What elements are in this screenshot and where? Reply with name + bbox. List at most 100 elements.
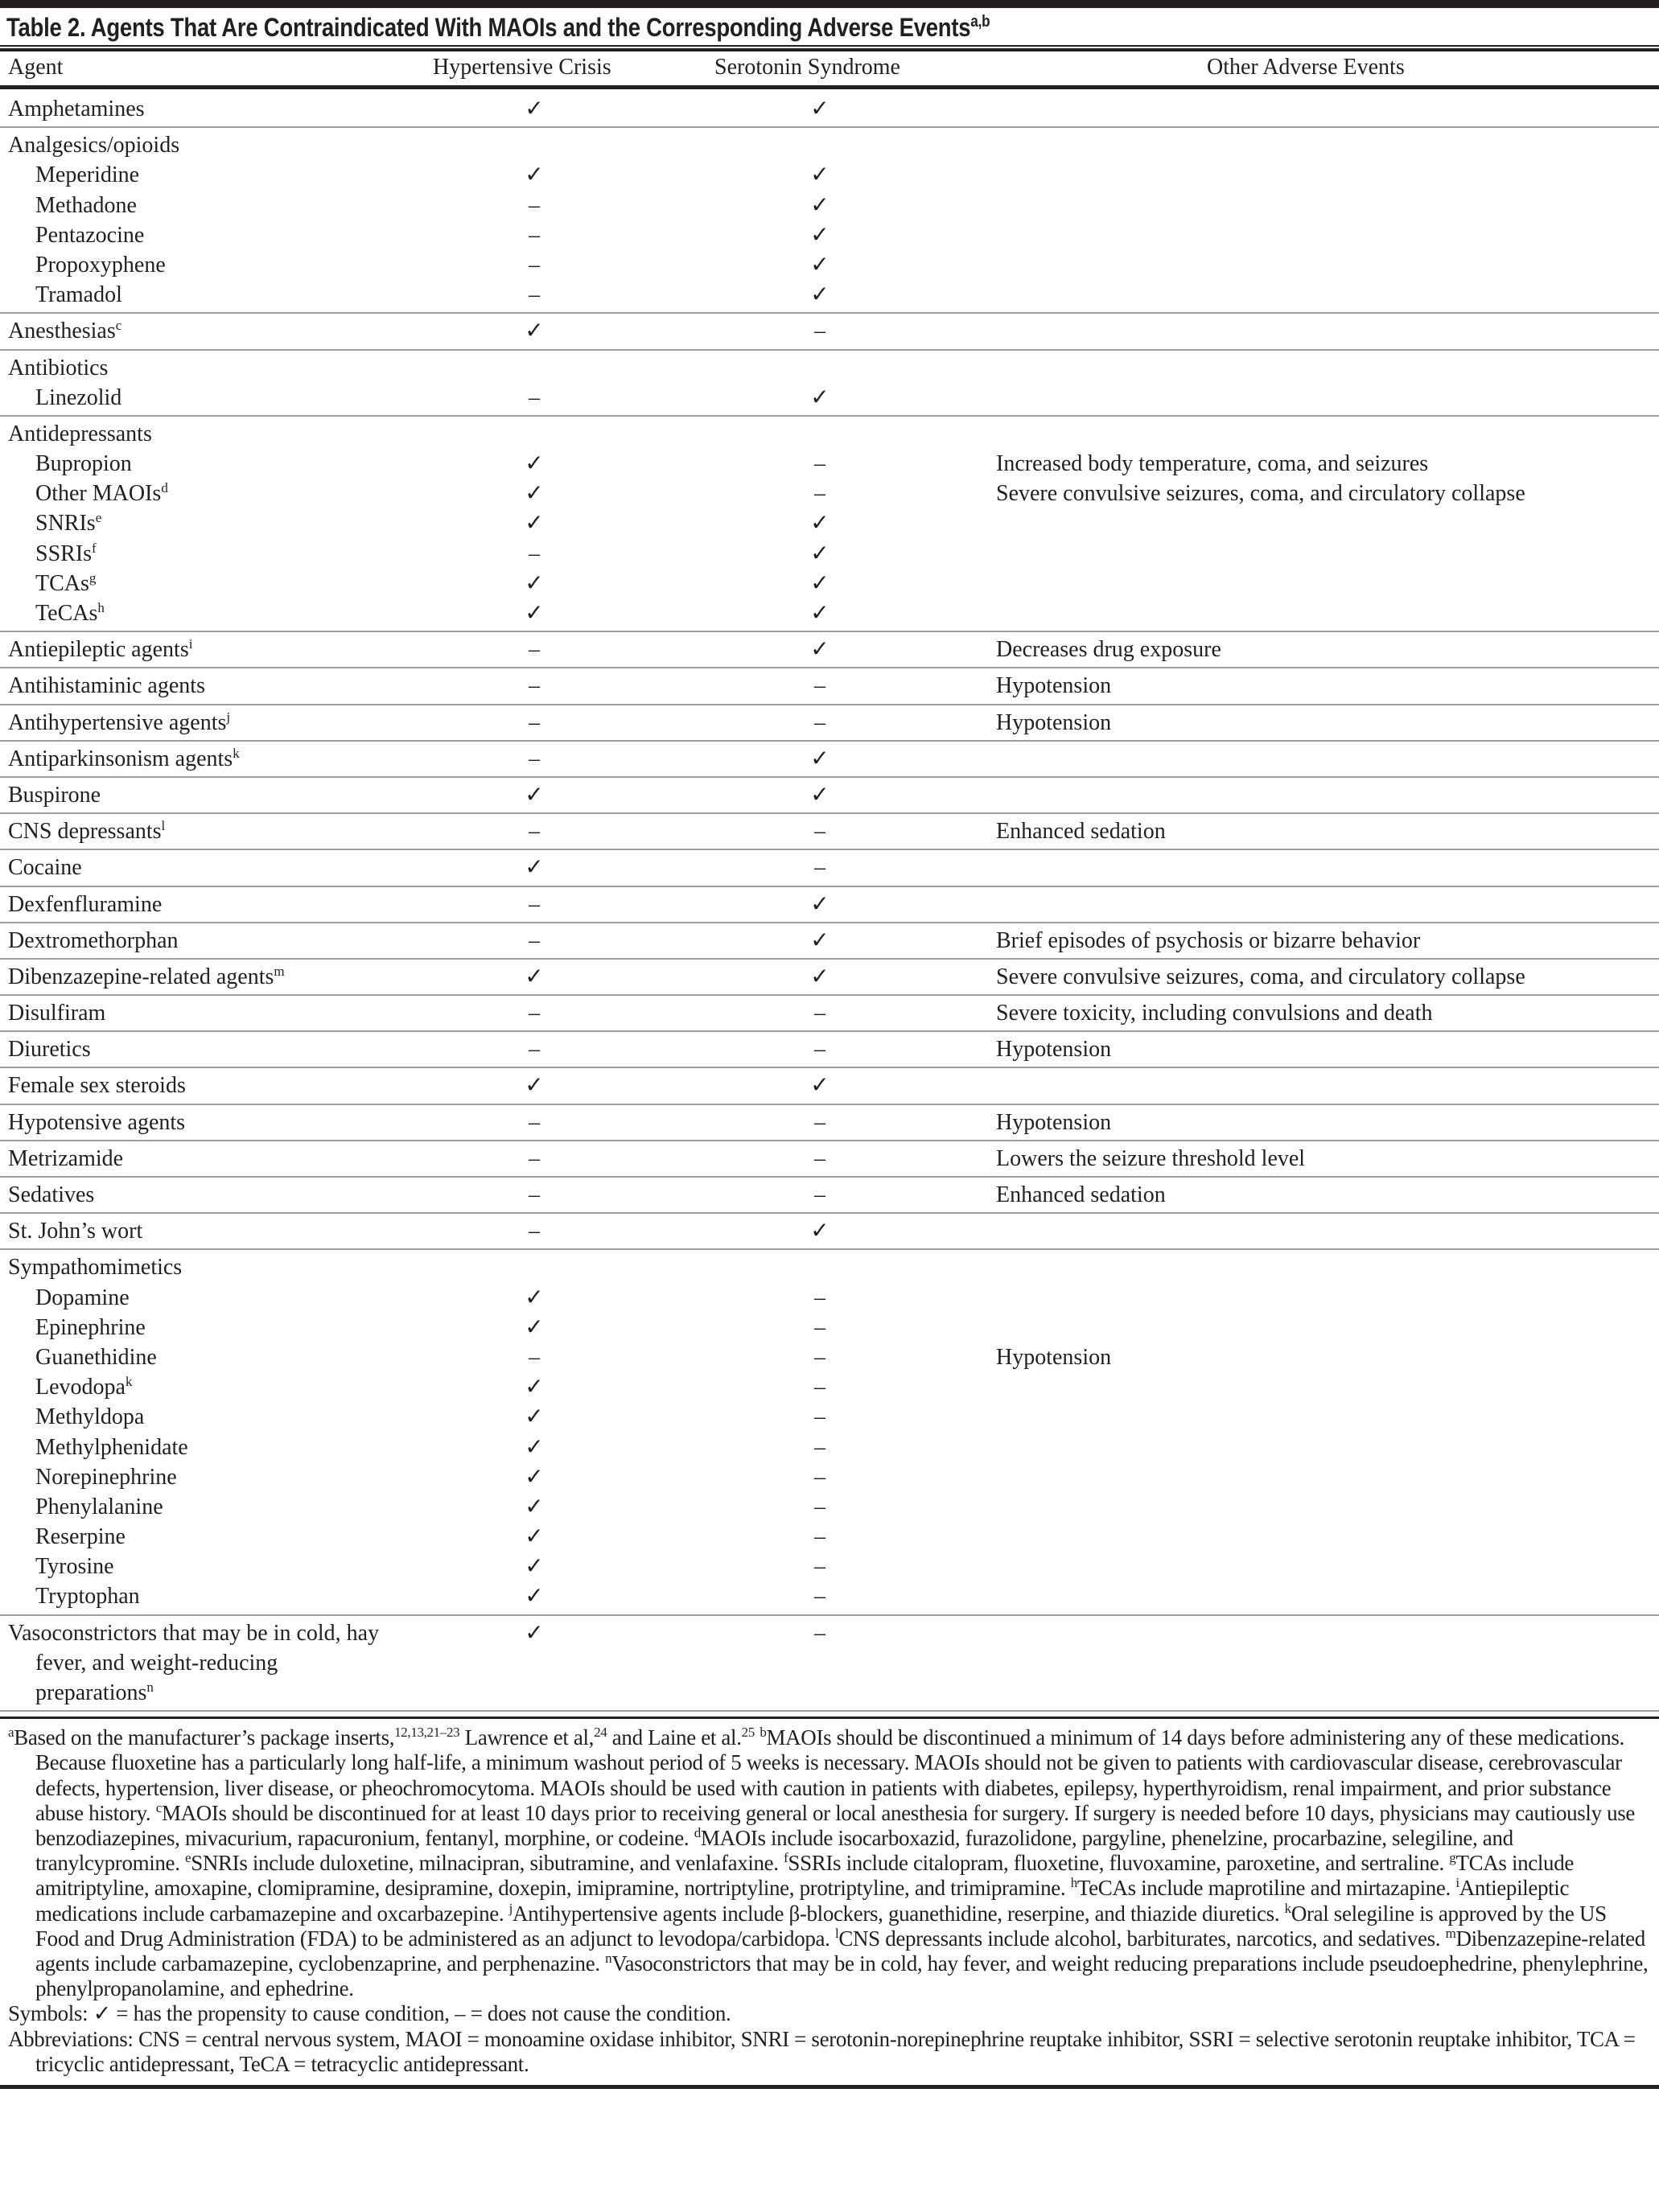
agent-name: Linezolid	[35, 383, 121, 413]
table-row: Antibiotics	[0, 353, 1659, 383]
check-icon: ✓	[810, 927, 830, 953]
reference-marker: 25	[741, 1725, 755, 1741]
table-row-group: Analgesics/opioids Meperidine ✓ ✓ Methadone –…	[0, 128, 1659, 315]
agent-name: TeCAsh	[35, 598, 105, 628]
table-row-group: Hypotensive agents – – Hypotension	[0, 1105, 1659, 1141]
footnote-text: SNRIs include duloxetine, milnacipran, s…	[191, 1851, 779, 1876]
dash-icon: –	[814, 1434, 825, 1460]
check-icon: ✓	[525, 162, 544, 188]
agent-name: Phenylalanine	[35, 1492, 163, 1522]
footnote-marker: f	[784, 1850, 788, 1866]
dash-icon: –	[529, 673, 540, 699]
agent-name: Other MAOIsd	[35, 479, 168, 508]
footnote-text: SSRIs include citalopram, fluoxetine, fl…	[788, 1851, 1444, 1876]
check-icon: ✓	[810, 252, 830, 278]
agent-name: Methadone	[35, 191, 137, 220]
table-row: Vasoconstrictors that may be in cold, ha…	[0, 1618, 1659, 1708]
footnote-marker: g	[89, 569, 97, 586]
footnote-text: MAOIs should be discontinued for at leas…	[35, 1800, 1636, 1851]
table-subrow: Epinephrine ✓ –	[0, 1313, 1659, 1342]
footnote-text: TeCAs include maprotiline and mirtazapin…	[1076, 1876, 1451, 1901]
agent-name: Sympathomimetics	[8, 1252, 182, 1282]
dash-icon: –	[529, 709, 540, 735]
agent-name: Buspirone	[8, 780, 101, 810]
agent-label: Propoxyphene	[35, 252, 166, 278]
table-row: Antihypertensive agentsj – – Hypotension	[0, 708, 1659, 738]
footnote-marker: f	[92, 540, 97, 556]
dash-icon: –	[814, 1182, 825, 1207]
dash-icon: –	[814, 1344, 825, 1370]
agent-name: Methyldopa	[35, 1402, 144, 1432]
footnote-text: MAOIs should be discontinued a minimum o…	[35, 1725, 1624, 1825]
agent-name: Vasoconstrictors that may be in cold, ha…	[8, 1618, 381, 1708]
table-subrow: Other MAOIsd ✓ – Severe convulsive seizures…	[0, 479, 1659, 508]
agent-label: Hypotensive agents	[8, 1109, 186, 1135]
agent-label: Sympathomimetics	[8, 1255, 183, 1281]
dash-icon: –	[814, 481, 825, 507]
agent-label: Dextromethorphan	[8, 927, 179, 953]
table-row: Female sex steroids ✓ ✓	[0, 1071, 1659, 1100]
table-row: Hypotensive agents – – Hypotension	[0, 1108, 1659, 1137]
footnote-marker: h	[1070, 1875, 1078, 1891]
dash-icon: –	[814, 1001, 825, 1026]
footnote-text: Based on the manufacturer’s package inse…	[14, 1725, 395, 1750]
dash-icon: –	[529, 384, 540, 410]
agent-label: Tyrosine	[35, 1554, 114, 1580]
other-adverse-event: Severe convulsive seizures, coma, and ci…	[996, 481, 1525, 507]
footnote-marker: d	[161, 480, 168, 496]
check-icon: ✓	[525, 1404, 544, 1430]
dash-icon: –	[529, 819, 540, 845]
footnote-marker: g	[1449, 1850, 1456, 1866]
check-icon: ✓	[810, 1219, 830, 1244]
dash-icon: –	[814, 1494, 825, 1519]
check-icon: ✓	[525, 451, 544, 477]
check-icon: ✓	[525, 1620, 544, 1646]
dash-icon: –	[529, 1001, 540, 1026]
table-subrow: Tramadol – ✓	[0, 280, 1659, 310]
table-subrow: Levodopak ✓ –	[0, 1372, 1659, 1402]
table-subrow: Methylphenidate ✓ –	[0, 1433, 1659, 1462]
check-icon: ✓	[525, 570, 544, 596]
agent-name: Norepinephrine	[35, 1462, 177, 1492]
check-icon: ✓	[810, 1073, 830, 1099]
agent-name: Bupropion	[35, 449, 132, 479]
table-row-group: Dexfenfluramine – ✓	[0, 887, 1659, 923]
check-icon: ✓	[525, 1285, 544, 1310]
check-icon: ✓	[525, 1434, 544, 1460]
table-row: Antiparkinsonism agentsk – ✓	[0, 744, 1659, 774]
footnote-marker: c	[115, 318, 122, 334]
footnotes-paragraph: aBased on the manufacturer’s package ins…	[8, 1725, 1653, 2001]
footnote-marker: l	[834, 1925, 839, 1941]
dash-icon: –	[814, 451, 825, 477]
reference-marker: 24	[594, 1725, 607, 1741]
agent-label: Tramadol	[35, 282, 122, 308]
agent-name: Dopamine	[35, 1283, 130, 1313]
table-row: Anesthesiasc ✓ –	[0, 316, 1659, 346]
table-row-group: Dextromethorphan – ✓ Brief episodes of psyc…	[0, 923, 1659, 960]
check-icon: ✓	[810, 192, 830, 218]
dash-icon: –	[814, 1524, 825, 1550]
agent-label: Epinephrine	[35, 1314, 146, 1340]
agent-name: Antibiotics	[8, 353, 108, 383]
footnote-text: and Laine et al.	[607, 1725, 742, 1750]
top-rule	[0, 0, 1659, 8]
dash-icon: –	[529, 746, 540, 771]
other-adverse-event: Hypotension	[996, 673, 1112, 699]
agent-name: Analgesics/opioids	[8, 130, 179, 160]
agent-label: Phenylalanine	[35, 1494, 163, 1519]
footnote-marker: n	[146, 1680, 154, 1696]
footnote-marker: b	[760, 1725, 767, 1741]
footnote-marker: l	[161, 818, 166, 834]
table-subrow: Meperidine ✓ ✓	[0, 160, 1659, 190]
agent-name: Cocaine	[8, 853, 82, 882]
footnote-text: TCAs include amitriptyline, amoxapine, c…	[35, 1851, 1574, 1901]
check-icon: ✓	[810, 384, 830, 410]
check-icon: ✓	[810, 97, 830, 121]
check-icon: ✓	[810, 601, 830, 626]
footnote-text: Oral selegiline is approved by the US Fo…	[35, 1901, 1607, 1951]
agent-label: Antiparkinsonism agents	[8, 746, 233, 771]
agent-label: Methadone	[35, 192, 137, 218]
check-icon: ✓	[525, 1524, 544, 1550]
title-text: Table 2. Agents That Are Contraindicated…	[6, 13, 971, 42]
title-footnote-marker: a,b	[970, 13, 990, 31]
